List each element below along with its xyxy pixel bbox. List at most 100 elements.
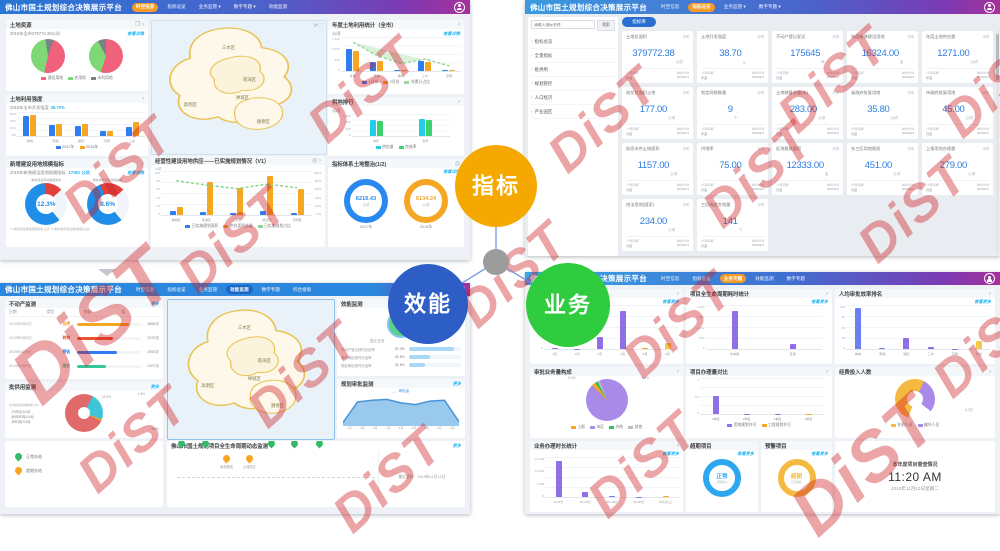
- kpi-card[interactable]: 供地率 详情 75.00% 计算周期 月度 更新时间 2019/1/1: [697, 143, 768, 195]
- expand-icon[interactable]: ›: [458, 21, 460, 28]
- nav-item[interactable]: 业务监管: [198, 286, 218, 292]
- nav-item[interactable]: 指标总览: [688, 2, 715, 12]
- more-link[interactable]: 查看更多: [811, 451, 828, 456]
- more-link[interactable]: 更多: [452, 442, 461, 448]
- more-link[interactable]: 查看更多: [737, 451, 754, 456]
- kpi-card[interactable]: 征地报批面积 详情 12333.00 亩 计算周期 月度 更新时间 2019/1/1: [772, 143, 843, 195]
- kpi-card[interactable]: 年度土地供应量 详情 1271.00 公顷 计算周期 年度 更新时间 2019/1/1: [922, 31, 993, 83]
- more-link[interactable]: 查看更多: [974, 299, 991, 304]
- more-link[interactable]: 更多: [150, 383, 159, 389]
- nav-item[interactable]: 业务监管 ▾: [198, 4, 221, 9]
- expand-icon[interactable]: ›: [677, 290, 679, 297]
- search-button[interactable]: 搜索: [597, 20, 615, 31]
- search-input[interactable]: [531, 20, 595, 29]
- detail-link[interactable]: 查看详情: [127, 31, 144, 36]
- panel-icons[interactable]: ◎ ›: [312, 158, 321, 164]
- nav-item[interactable]: 数字专题 ▾: [233, 4, 256, 9]
- more-link[interactable]: 查看更多: [662, 299, 679, 304]
- expand-icon[interactable]: ›: [677, 442, 679, 449]
- kpi-detail-badge[interactable]: 详情: [907, 147, 914, 151]
- user-icon[interactable]: [454, 284, 465, 295]
- kpi-card[interactable]: 土地开发强度 详情 38.70% 计算周期 年度 更新时间 2019/1/1: [697, 31, 768, 83]
- kpi-detail-badge[interactable]: 详情: [682, 35, 689, 39]
- kpi-detail-badge[interactable]: 详情: [682, 203, 689, 207]
- nav-item[interactable]: 数字专题: [261, 286, 280, 292]
- kpi-card[interactable]: 省政府批复用地 详情 35.80 公顷 计算周期 月度 更新时间 2019/1/1: [847, 87, 918, 139]
- user-icon[interactable]: [454, 1, 465, 13]
- kpi-card[interactable]: 违法用地(国家) 详情 234.00 公顷 计算周期 月度 更新时间 2019/1/1: [622, 199, 693, 251]
- kpi-detail-badge[interactable]: 详情: [832, 147, 839, 151]
- kpi-detail-badge[interactable]: 详情: [757, 147, 764, 151]
- sidebar-item[interactable]: › 人口经济: [531, 91, 615, 105]
- nav-item[interactable]: 效能监测: [755, 275, 774, 281]
- kpi-card[interactable]: 上报用地办理量 详情 279.00 公顷 计算周期 月度 更新时间 2019/1/1: [922, 143, 993, 195]
- indicator-library-button[interactable]: 指标库: [622, 17, 656, 27]
- nav-item[interactable]: 时空信息: [136, 286, 155, 292]
- kpi-card[interactable]: 市政府批复用地 详情 45.00 公顷 计算周期 月度 更新时间 2019/1/1: [922, 87, 993, 139]
- more-link[interactable]: 查看更多: [811, 299, 828, 304]
- expand-icon[interactable]: ›: [989, 368, 991, 375]
- kpi-detail-badge[interactable]: 详情: [907, 91, 914, 95]
- kpi-card[interactable]: 成交总面积土地 详情 177.00 公顷 计算周期 月度 更新时间 2019/1/1: [622, 87, 693, 139]
- expand-icon[interactable]: ›: [677, 368, 679, 375]
- kpi-detail-badge[interactable]: 详情: [982, 147, 989, 151]
- expand-icon[interactable]: ›: [826, 290, 828, 297]
- kpi-detail-badge[interactable]: 详情: [832, 91, 839, 95]
- sidebar-item[interactable]: › 全景指标: [531, 49, 615, 63]
- expand-icon[interactable]: ›: [142, 160, 144, 167]
- kpi-card[interactable]: 东三区用地报批 详情 451.00 公顷 计算周期 月度 更新时间 2019/1/1: [847, 143, 918, 195]
- nav-item[interactable]: 指标总览: [167, 4, 186, 9]
- nav-item[interactable]: 业务监管 ▾: [723, 4, 746, 9]
- nav-item[interactable]: 数字专题 ▾: [758, 4, 781, 9]
- more-link[interactable]: 更多: [150, 300, 159, 306]
- kpi-card[interactable]: 土地储备总量(市) 详情 283.00 公顷 计算周期 月度 更新时间 2019/1/1: [772, 87, 843, 139]
- kpi-card[interactable]: 土地总面积 详情 379772.38 公顷 计算周期 年度 更新时间 2019/1/1: [622, 31, 693, 83]
- expand-icon[interactable]: ›: [142, 95, 144, 102]
- sidebar-item[interactable]: › 指标总览: [531, 35, 615, 49]
- nav-item[interactable]: 指标总览: [692, 275, 711, 281]
- kpi-card[interactable]: 不动产登记发证 详情 175645 本 计算周期 月度 更新时间 2019/1/1: [772, 31, 843, 83]
- detail-link[interactable]: 查看详情: [443, 169, 460, 174]
- expand-icon[interactable]: ›: [459, 300, 461, 307]
- city-map[interactable]: 三水区 南海区 禅城区 高明区 顺德区: [167, 299, 335, 440]
- kpi-detail-badge[interactable]: 详情: [682, 147, 689, 151]
- nav-item[interactable]: 时空信息: [661, 275, 680, 281]
- kpi-detail-badge[interactable]: 详情: [757, 35, 764, 39]
- nav-item[interactable]: 指标总览: [167, 286, 186, 292]
- expand-icon[interactable]: ›: [826, 368, 828, 375]
- nav-item[interactable]: 效能监测: [268, 4, 288, 9]
- map-tools-icons[interactable]: ⟳ ⛶: [313, 23, 323, 29]
- kpi-detail-badge[interactable]: 详情: [682, 91, 689, 95]
- more-link[interactable]: 更多: [452, 380, 461, 386]
- sidebar-item[interactable]: › 批供用: [531, 63, 615, 77]
- kpi-detail-badge[interactable]: 详情: [757, 91, 764, 95]
- nav-item[interactable]: 业务专题: [719, 274, 747, 283]
- nav-item[interactable]: 效能监测: [226, 285, 253, 294]
- expand-icon[interactable]: ❐ ›: [134, 22, 144, 28]
- nav-item[interactable]: 数字专题: [786, 275, 805, 281]
- kpi-card[interactable]: 批而未供土地面积 详情 1157.00 公顷 计算周期 月度 更新时间 2019/1/1: [622, 143, 693, 195]
- expand-icon[interactable]: ›: [989, 290, 991, 297]
- kpi-card[interactable]: 三旧改造交地量 详情 141 个 计算周期 月度 更新时间 2019/1/1: [697, 199, 768, 251]
- nav-item[interactable]: 时空信息: [132, 2, 159, 12]
- sidebar-item[interactable]: › 规划管控: [531, 77, 615, 91]
- kpi-detail-badge[interactable]: 详情: [757, 203, 764, 207]
- nav-item[interactable]: 综合搜索: [292, 286, 312, 292]
- more-link[interactable]: 查看更多: [662, 451, 679, 456]
- panel-icons[interactable]: ◎: [454, 161, 460, 167]
- kpi-detail-badge[interactable]: 详情: [907, 35, 914, 39]
- detail-link[interactable]: 查看详情: [443, 31, 460, 36]
- kpi-card[interactable]: 年度新增建设用地 详情 16324.00 亩 计算周期 年度 更新时间 2019/1/1: [847, 31, 918, 83]
- kpi-detail-badge[interactable]: 详情: [982, 35, 989, 39]
- city-map[interactable]: ⟳ ⛶ 三水区 南海区 禅城区 高明区 顺德区: [151, 20, 327, 155]
- detail-link[interactable]: 查看详情: [127, 170, 144, 175]
- sidebar-item[interactable]: › 产业园区: [531, 105, 615, 119]
- user-icon[interactable]: [984, 273, 995, 284]
- user-icon[interactable]: [984, 1, 995, 13]
- scrollbar[interactable]: [996, 30, 999, 254]
- expand-icon[interactable]: ›: [458, 98, 460, 105]
- nav-item[interactable]: 时空信息: [661, 4, 680, 9]
- kpi-detail-badge[interactable]: 详情: [982, 91, 989, 95]
- kpi-detail-badge[interactable]: 详情: [832, 35, 839, 39]
